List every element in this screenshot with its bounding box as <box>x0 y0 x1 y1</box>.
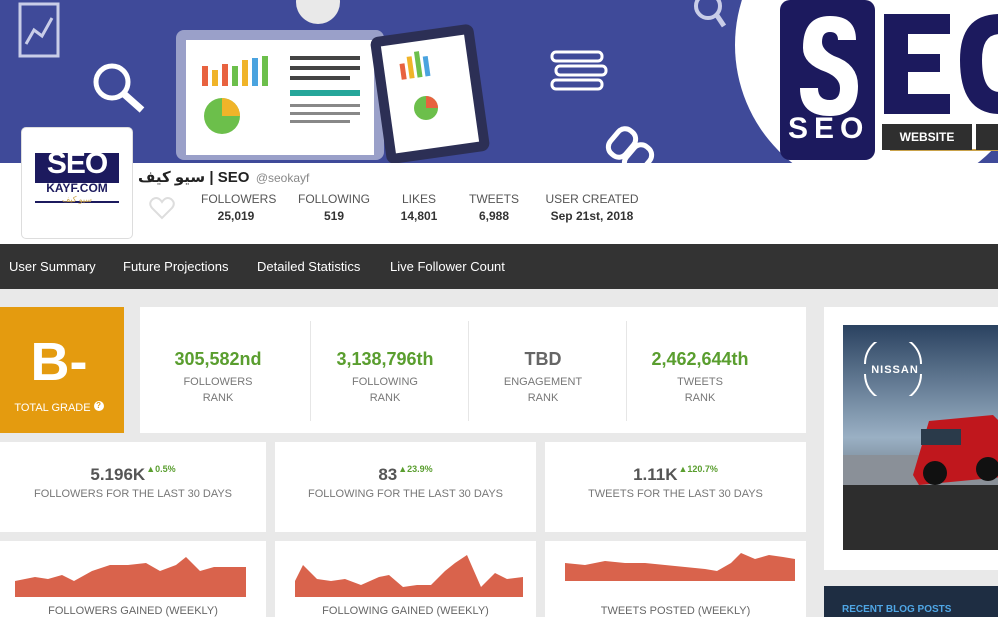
rank-label2: RANK <box>527 392 559 404</box>
rank-label1: FOLLOWING <box>351 376 418 388</box>
stat-followers: FOLLOWERS 25,019 <box>201 192 277 223</box>
kpi-change: ▲120.7% <box>678 464 718 474</box>
spark-label: FOLLOWING GAINED (WEEKLY) <box>322 605 489 617</box>
rank-engagement: TBD ENGAGEMENT RANK <box>468 307 618 433</box>
divider <box>310 321 311 421</box>
kpi-value: 83 <box>378 465 398 484</box>
help-icon[interactable]: ? <box>93 401 104 411</box>
profile-name: سيو كيف | SEO <box>138 169 250 186</box>
heart-icon[interactable] <box>149 196 175 220</box>
divider <box>626 321 627 421</box>
rank-label1: ENGAGEMENT <box>503 376 583 388</box>
rank-value: 2,462,644th <box>651 349 749 369</box>
kpi-value: 5.196K <box>90 465 146 484</box>
grade-label: TOTAL GRADE <box>14 402 91 414</box>
stat-tweets: TWEETS 6,988 <box>466 192 522 223</box>
rank-label2: RANK <box>369 392 401 404</box>
stat-following: FOLLOWING 519 <box>298 192 370 223</box>
avatar[interactable]: SEO KAYF.COM سيو كيف <box>22 128 132 238</box>
stat-value: 6,988 <box>478 209 510 223</box>
rank-followers: 305,582nd FOLLOWERS RANK <box>140 307 296 433</box>
spark-label: TWEETS POSTED (WEEKLY) <box>600 605 751 617</box>
avatar-line3: سيو كيف <box>62 195 92 204</box>
rank-value: 305,582nd <box>174 349 262 369</box>
stat-label: USER CREATED <box>545 192 639 206</box>
kpi-value-wrap: 1.11K▲120.7% <box>545 464 806 485</box>
stat-value: 25,019 <box>217 209 255 223</box>
profile-banner: SEO <box>0 0 998 163</box>
section-nav: User Summary Future Projections Detailed… <box>0 244 998 289</box>
kpi-change: ▲0.5% <box>146 464 176 474</box>
profile-handle[interactable]: @seokayf <box>255 171 310 185</box>
spark-following-card: FOLLOWING GAINED (WEEKLY) <box>275 541 536 617</box>
avatar-logo <box>27 133 127 233</box>
kpi-value-wrap: 83▲23.9% <box>275 464 536 485</box>
spark-tweets-card: TWEETS POSTED (WEEKLY) <box>545 541 806 617</box>
nav-detailed-statistics[interactable]: Detailed Statistics <box>257 259 361 274</box>
rank-label1: FOLLOWERS <box>183 376 253 388</box>
following-sparkline <box>295 555 523 597</box>
spark-label: FOLLOWERS GAINED (WEEKLY) <box>48 605 218 617</box>
nissan-logo-icon <box>864 342 922 396</box>
stat-value: Sep 21st, 2018 <box>550 209 634 223</box>
stat-label: TWEETS <box>469 192 519 206</box>
ranks-card: 305,582nd FOLLOWERS RANK 3,138,796th FOL… <box>140 307 806 433</box>
stat-label: FOLLOWING <box>298 192 371 206</box>
rank-value: TBD <box>524 349 562 369</box>
banner-illustration <box>18 0 998 163</box>
secondary-button[interactable] <box>976 124 998 150</box>
avatar-line2: KAYF.COM <box>46 181 108 195</box>
spark-followers-card: FOLLOWERS GAINED (WEEKLY) <box>0 541 266 617</box>
grade-letter: B- <box>30 332 88 392</box>
kpi-tweets-30d: 1.11K▲120.7% TWEETS FOR THE LAST 30 DAYS <box>545 442 806 532</box>
stat-label: FOLLOWERS <box>201 192 277 206</box>
tweets-sparkline <box>565 553 795 581</box>
ad-brand: NISSAN <box>871 364 919 376</box>
rank-label1: TWEETS <box>677 376 723 388</box>
nav-user-summary[interactable]: User Summary <box>9 259 96 274</box>
total-grade-card: B- TOTAL GRADE ? <box>0 307 124 433</box>
nav-live-follower-count[interactable]: Live Follower Count <box>390 259 505 274</box>
recent-blog-posts-title: RECENT BLOG POSTS <box>842 604 952 615</box>
stat-label: LIKES <box>401 192 437 206</box>
kpi-value-wrap: 5.196K▲0.5% <box>0 464 266 485</box>
kpi-value: 1.11K <box>633 465 678 484</box>
rank-label2: RANK <box>684 392 716 404</box>
kpi-label: FOLLOWERS FOR THE LAST 30 DAYS <box>33 488 233 500</box>
website-button[interactable]: WEBSITE <box>882 124 972 150</box>
nav-future-projections[interactable]: Future Projections <box>123 259 229 274</box>
divider <box>468 321 469 421</box>
kpi-change: ▲23.9% <box>398 464 433 474</box>
rank-value: 3,138,796th <box>336 349 434 369</box>
rank-label2: RANK <box>202 392 234 404</box>
stat-value: 14,801 <box>400 209 438 223</box>
recent-blog-posts-panel <box>824 586 998 617</box>
stat-value: 519 <box>323 209 345 223</box>
kpi-followers-30d: 5.196K▲0.5% FOLLOWERS FOR THE LAST 30 DA… <box>0 442 266 532</box>
grade-label-wrap: TOTAL GRADE ? <box>0 401 118 414</box>
avatar-line1: SEO <box>46 147 108 180</box>
kpi-following-30d: 83▲23.9% FOLLOWING FOR THE LAST 30 DAYS <box>275 442 536 532</box>
stat-user-created: USER CREATED Sep 21st, 2018 <box>540 192 644 223</box>
kpi-label: TWEETS FOR THE LAST 30 DAYS <box>588 488 763 500</box>
stat-likes: LIKES 14,801 <box>393 192 445 223</box>
rank-tweets: 2,462,644th TWEETS RANK <box>626 307 774 433</box>
profile-bar <box>0 163 998 244</box>
rank-following: 3,138,796th FOLLOWING RANK <box>310 307 460 433</box>
profile-name-line: سيو كيف | SEO @seokayf <box>138 168 309 187</box>
banner-logo-sub: SEO <box>788 112 870 145</box>
kpi-label: FOLLOWING FOR THE LAST 30 DAYS <box>308 488 503 500</box>
followers-sparkline <box>15 557 246 597</box>
